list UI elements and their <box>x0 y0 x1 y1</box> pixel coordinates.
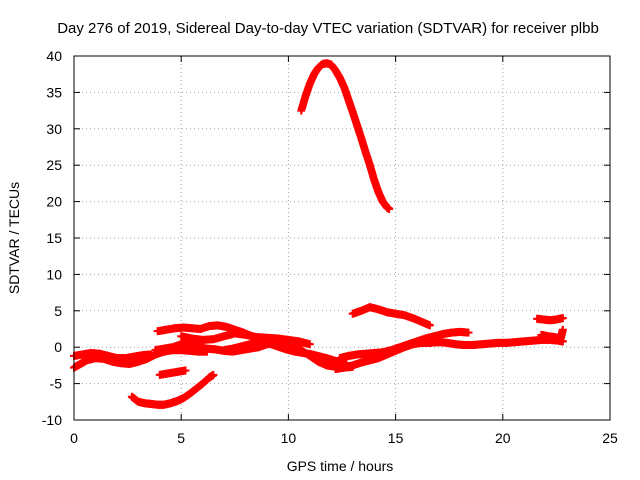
y-tick-label: 15 <box>46 230 62 246</box>
y-tick-label: 35 <box>46 84 62 100</box>
series-arc-m <box>127 370 218 409</box>
series-arc-h <box>335 327 473 363</box>
data-layer <box>70 59 567 409</box>
data-point <box>305 340 314 349</box>
data-point <box>209 370 218 379</box>
chart-title: Day 276 of 2019, Sidereal Day-to-day VTE… <box>57 20 599 37</box>
x-tick-label: 20 <box>495 430 511 446</box>
data-point <box>385 204 394 213</box>
x-tick-label: 10 <box>281 430 297 446</box>
y-tick-label: 20 <box>46 194 62 210</box>
series-arc-j <box>533 314 567 325</box>
x-axis-label: GPS time / hours <box>287 458 394 474</box>
x-tick-label: 25 <box>602 430 618 446</box>
series-arc-f <box>220 334 306 355</box>
y-tick-label: -5 <box>50 376 63 392</box>
y-tick-label: 5 <box>54 303 62 319</box>
data-point <box>558 325 567 334</box>
y-tick-label: 40 <box>46 48 62 64</box>
series-arc-l <box>155 366 190 379</box>
data-point <box>425 321 434 330</box>
y-tick-label: 0 <box>54 339 62 355</box>
series-arc-b <box>70 349 156 363</box>
y-tick-label: 25 <box>46 157 62 173</box>
y-tick-label: 10 <box>46 266 62 282</box>
y-axis-label: SDTVAR / TECUs <box>6 182 22 294</box>
plot-frame <box>73 55 611 421</box>
data-point <box>181 366 190 375</box>
data-point <box>558 314 567 323</box>
tick-layer: 0 5 10 15 20 25 -10 -5 0 5 10 15 20 25 30 35 40 <box>42 48 618 446</box>
data-point <box>147 350 156 359</box>
x-tick-label: 0 <box>70 430 78 446</box>
y-tick-label: -10 <box>42 412 62 428</box>
series-arc-k <box>537 325 567 343</box>
data-point <box>297 341 306 350</box>
series-arc-i <box>348 303 434 330</box>
y-tick-label: 30 <box>46 121 62 137</box>
x-tick-label: 15 <box>388 430 404 446</box>
series-arc-high <box>297 59 394 213</box>
x-tick-label: 5 <box>177 430 185 446</box>
data-point <box>464 328 473 337</box>
